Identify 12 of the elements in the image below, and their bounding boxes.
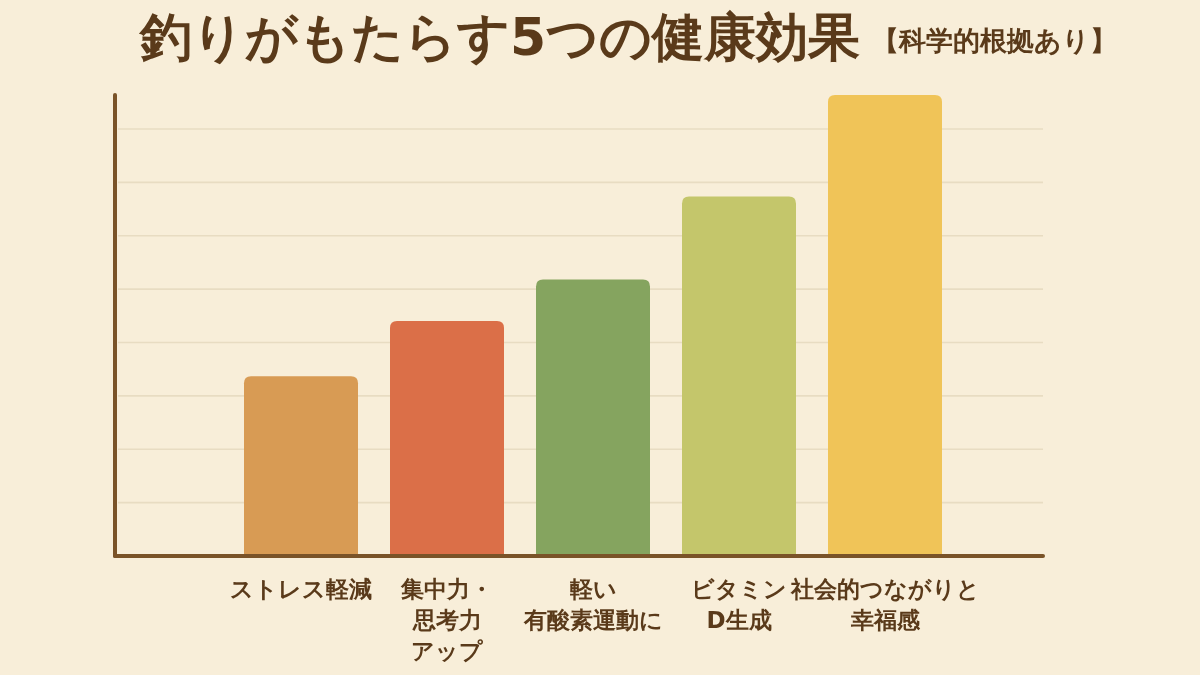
bar <box>682 196 796 556</box>
x-tick-label: 集中力・思考力アップ <box>400 576 493 664</box>
bar <box>244 376 358 556</box>
x-tick-label: 社会的つながりと幸福感 <box>789 576 980 633</box>
chart-subtitle: 【科学的根拠あり】 <box>872 25 1118 56</box>
bar <box>390 320 504 556</box>
bar <box>536 279 650 556</box>
bar <box>828 95 942 556</box>
x-tick-label: 軽い有酸素運動に <box>522 576 663 633</box>
x-tick-label: ストレス軽減 <box>230 576 372 602</box>
chart-title: 釣りがもたらす5つの健康効果 <box>138 7 861 67</box>
x-tick-label: ビタミンD生成 <box>691 576 787 633</box>
